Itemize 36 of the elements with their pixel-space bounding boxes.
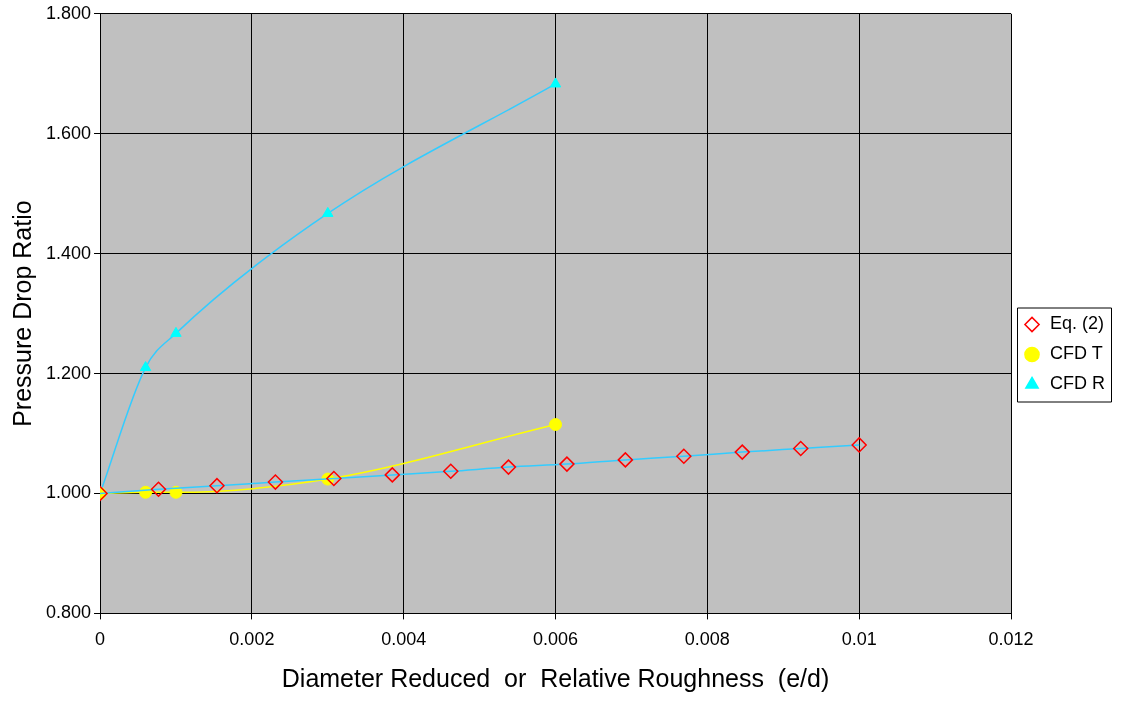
point — [792, 440, 809, 457]
point — [676, 448, 692, 465]
y-tick-label: 1.200 — [46, 362, 92, 383]
x-tick-label: 0.002 — [229, 629, 275, 650]
point — [326, 470, 342, 487]
x-axis-title: Diameter Reduced or Relative Roughness (e/d) — [281, 663, 830, 692]
legend-label: CFD T — [1050, 343, 1103, 364]
point — [559, 456, 575, 472]
legend-label: CFD R — [1050, 373, 1106, 394]
legend-label: Eq. (2) — [1050, 313, 1105, 334]
point — [549, 77, 562, 88]
point — [170, 326, 182, 337]
y-tick-label: 1.800 — [46, 2, 92, 23]
point — [267, 474, 284, 490]
x-tick-label: 0.006 — [533, 629, 579, 650]
point — [617, 452, 634, 468]
x-tick-label: 0.01 — [841, 629, 877, 650]
x-tick-label: 0 — [95, 629, 106, 650]
point — [322, 206, 334, 217]
y-tick-label: 1.600 — [46, 122, 92, 143]
y-axis-title: Pressure Drop Ratio — [7, 200, 36, 427]
y-tick-label: 1.000 — [46, 482, 92, 503]
point — [734, 444, 751, 460]
point — [150, 481, 167, 498]
point — [549, 418, 563, 432]
x-tick-label: 0.008 — [684, 629, 730, 650]
point — [500, 459, 517, 475]
x-tick-label: 0.004 — [381, 629, 427, 650]
x-tick-label: 0.012 — [988, 629, 1034, 650]
point — [384, 467, 401, 483]
point — [443, 463, 459, 480]
y-tick-label: 0.800 — [46, 602, 92, 623]
point — [139, 361, 152, 372]
point — [209, 477, 225, 494]
point — [851, 437, 867, 453]
y-tick-label: 1.400 — [46, 242, 92, 263]
